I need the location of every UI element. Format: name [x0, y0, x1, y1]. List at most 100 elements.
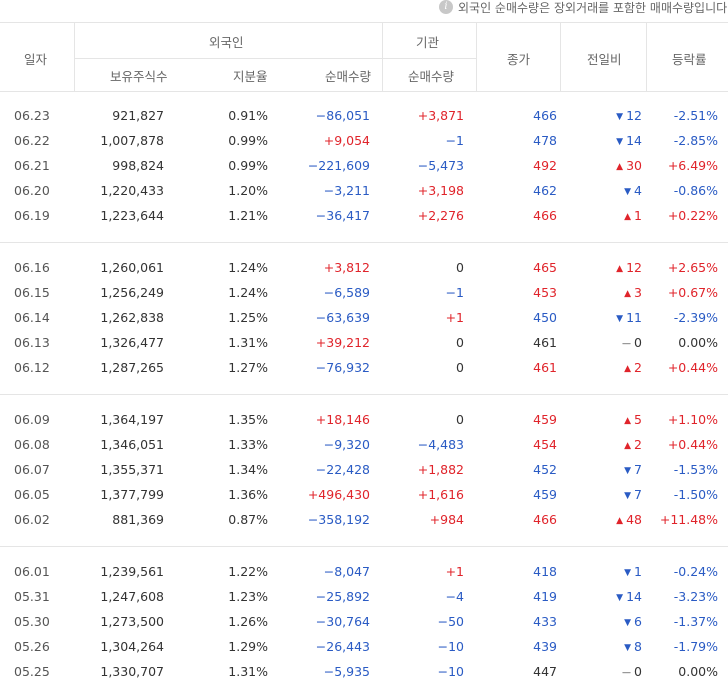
date-cell: 06.05 [14, 487, 50, 502]
close-cell: 454 [533, 437, 557, 452]
ratio-cell: 1.31% [228, 664, 268, 679]
down-triangle-icon: ▼ [624, 187, 632, 197]
inst-net-cell: +3,198 [417, 183, 464, 198]
close-cell: 459 [533, 412, 557, 427]
holdings-cell: 881,369 [112, 512, 164, 527]
holdings-cell: 1,223,644 [100, 208, 164, 223]
header-close: 종가 [507, 52, 531, 67]
up-triangle-icon: ▲ [624, 364, 632, 374]
dash-icon: — [622, 339, 632, 349]
close-cell: 452 [533, 462, 557, 477]
rate-cell: +1.10% [667, 412, 718, 427]
close-cell: 465 [533, 260, 557, 275]
foreign-net-cell: +3,812 [323, 260, 370, 275]
header-foreign: 외국인 [209, 35, 244, 50]
header-institution: 기관 [416, 35, 440, 50]
rate-cell: -3.23% [673, 589, 718, 604]
date-cell: 06.21 [14, 158, 50, 173]
ratio-cell: 1.22% [228, 564, 268, 579]
ratio-cell: 0.99% [228, 133, 268, 148]
ratio-cell: 1.23% [228, 589, 268, 604]
up-triangle-icon: ▲ [616, 162, 624, 172]
change-cell: ▼ 11 [616, 310, 642, 325]
inst-net-cell: +1,882 [417, 462, 464, 477]
ratio-cell: 1.29% [228, 639, 268, 654]
foreign-net-cell: +39,212 [315, 335, 370, 350]
change-cell: ▼ 7 [624, 487, 642, 502]
holdings-cell: 1,377,799 [100, 487, 164, 502]
foreign-net-cell: +18,146 [315, 412, 370, 427]
rate-cell: +2.65% [667, 260, 718, 275]
table-header: 일자 외국인 기관 보유주식수 지분율 순매수량 순매수량 종가 전일비 등락률 [0, 22, 728, 92]
header-divider [74, 23, 75, 91]
rate-cell: 0.00% [678, 335, 718, 350]
ratio-cell: 1.34% [228, 462, 268, 477]
close-cell: 453 [533, 285, 557, 300]
notice-bar: i 외국인 순매수량은 장외거래를 포함한 매매수량입니다. [0, 0, 728, 24]
header-holdings: 보유주식수 [110, 69, 168, 84]
close-cell: 466 [533, 208, 557, 223]
change-cell: ▼ 14 [616, 589, 642, 604]
date-cell: 06.14 [14, 310, 50, 325]
change-cell: ▼ 6 [624, 614, 642, 629]
up-triangle-icon: ▲ [616, 264, 624, 274]
inst-net-cell: −50 [437, 614, 464, 629]
foreign-net-cell: +9,054 [323, 133, 370, 148]
header-divider [476, 23, 477, 91]
inst-net-cell: −10 [437, 639, 464, 654]
group-separator [0, 394, 728, 395]
dash-icon: — [622, 668, 632, 678]
header-divider [646, 23, 647, 91]
foreign-net-cell: −76,932 [315, 360, 370, 375]
inst-net-cell: −5,473 [417, 158, 464, 173]
holdings-cell: 1,273,500 [100, 614, 164, 629]
ratio-cell: 0.91% [228, 108, 268, 123]
holdings-cell: 1,239,561 [100, 564, 164, 579]
foreign-net-cell: −3,211 [323, 183, 370, 198]
header-ratio: 지분율 [233, 69, 268, 84]
foreign-net-cell: −8,047 [323, 564, 370, 579]
change-cell: ▲ 2 [624, 360, 642, 375]
change-cell: ▲ 30 [616, 158, 642, 173]
close-cell: 419 [533, 589, 557, 604]
holdings-cell: 921,827 [112, 108, 164, 123]
date-cell: 05.26 [14, 639, 50, 654]
inst-net-cell: 0 [456, 260, 464, 275]
close-cell: 433 [533, 614, 557, 629]
header-change: 전일비 [587, 52, 622, 67]
date-cell: 06.09 [14, 412, 50, 427]
inst-net-cell: −1 [445, 285, 464, 300]
inst-net-cell: +1,616 [417, 487, 464, 502]
holdings-cell: 1,247,608 [100, 589, 164, 604]
change-cell: ▲ 5 [624, 412, 642, 427]
rate-cell: -0.24% [673, 564, 718, 579]
down-triangle-icon: ▼ [624, 568, 632, 578]
date-cell: 06.01 [14, 564, 50, 579]
rate-cell: +6.49% [667, 158, 718, 173]
date-cell: 06.15 [14, 285, 50, 300]
holdings-cell: 1,346,051 [100, 437, 164, 452]
close-cell: 478 [533, 133, 557, 148]
close-cell: 461 [533, 360, 557, 375]
inst-net-cell: +2,276 [417, 208, 464, 223]
close-cell: 439 [533, 639, 557, 654]
rate-cell: +11.48% [659, 512, 718, 527]
change-cell: ▲ 48 [616, 512, 642, 527]
date-cell: 06.08 [14, 437, 50, 452]
change-cell: ▲ 3 [624, 285, 642, 300]
header-subdivider [74, 58, 476, 59]
change-cell: ▲ 2 [624, 437, 642, 452]
foreign-net-cell: −25,892 [315, 589, 370, 604]
change-cell: ▼ 4 [624, 183, 642, 198]
ratio-cell: 1.24% [228, 285, 268, 300]
inst-net-cell: −10 [437, 664, 464, 679]
foreign-net-cell: −358,192 [307, 512, 370, 527]
down-triangle-icon: ▼ [616, 314, 624, 324]
ratio-cell: 1.35% [228, 412, 268, 427]
holdings-cell: 1,256,249 [100, 285, 164, 300]
holdings-cell: 1,304,264 [100, 639, 164, 654]
change-cell: ▲ 12 [616, 260, 642, 275]
header-inst-net: 순매수량 [408, 69, 455, 84]
up-triangle-icon: ▲ [624, 289, 632, 299]
foreign-net-cell: +496,430 [307, 487, 370, 502]
